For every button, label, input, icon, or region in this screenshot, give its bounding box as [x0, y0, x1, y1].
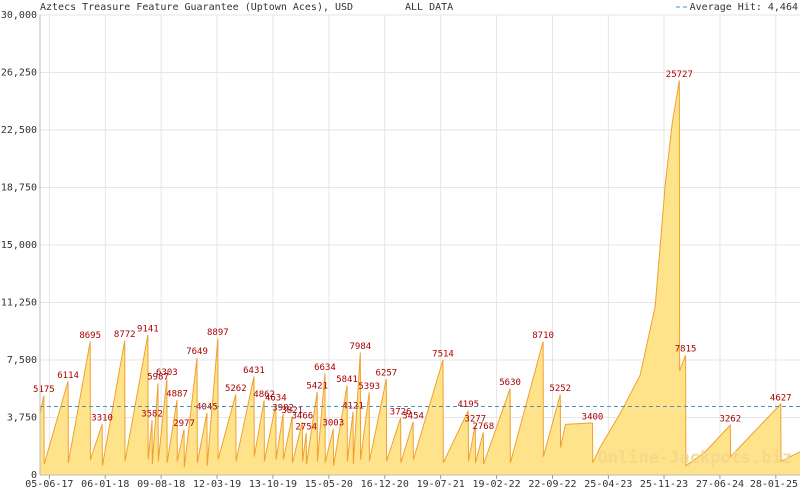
y-tick-label: 15,000	[1, 240, 37, 251]
value-label: 6431	[243, 366, 265, 376]
y-tick-label: 11,250	[1, 298, 37, 309]
value-label: 5421	[306, 381, 328, 391]
x-tick-label: 15-05-20	[305, 479, 353, 490]
x-tick-label: 16-12-20	[361, 479, 409, 490]
x-tick-label: 19-07-21	[417, 479, 465, 490]
x-tick-label: 25-04-23	[584, 479, 632, 490]
area-line	[39, 80, 800, 468]
value-label: 4045	[196, 402, 218, 412]
value-label: 4195	[457, 400, 479, 410]
value-label: 5175	[33, 385, 55, 395]
value-label: 3454	[402, 412, 424, 422]
value-label: 6303	[156, 368, 178, 378]
y-tick-label: 3,750	[7, 413, 37, 424]
value-label: 3277	[464, 414, 486, 424]
value-label: 2768	[472, 422, 494, 432]
value-label: 3400	[582, 412, 604, 422]
value-label: 9141	[137, 324, 159, 334]
value-label: 3582	[141, 410, 163, 420]
value-label: 3262	[719, 414, 741, 424]
value-label: 5262	[225, 384, 247, 394]
x-tick-label: 09-08-18	[137, 479, 185, 490]
value-label: 7815	[675, 345, 697, 355]
value-label: 5630	[499, 378, 521, 388]
value-label: 2977	[173, 419, 195, 429]
chart-subtitle: ALL DATA	[405, 2, 453, 13]
x-tick-label: 06-01-18	[81, 479, 129, 490]
legend: Average Hit: 4,464	[690, 2, 798, 13]
chart-title: Aztecs Treasure Feature Guarantee (Uptow…	[40, 2, 353, 13]
grid	[40, 14, 800, 476]
value-label: 7984	[349, 342, 371, 352]
value-label: 7514	[432, 349, 454, 359]
x-tick-label: 05-06-17	[25, 479, 73, 490]
value-label: 4862	[253, 390, 275, 400]
value-label: 4634	[265, 393, 287, 403]
y-tick-label: 0	[31, 470, 37, 481]
value-label: 5393	[358, 382, 380, 392]
x-tick-label: 22-09-22	[528, 479, 576, 490]
value-label: 2754	[295, 422, 317, 432]
legend-name: Average Hit:	[690, 2, 762, 13]
value-label: 6114	[57, 371, 79, 381]
value-label: 6634	[314, 363, 336, 373]
x-tick-label: 12-03-19	[193, 479, 241, 490]
value-label: 4627	[770, 394, 792, 404]
legend-value: 4,464	[768, 2, 798, 13]
value-label: 3821	[281, 406, 303, 416]
x-tick-label: 27-06-24	[696, 479, 744, 490]
value-label: 4887	[166, 390, 188, 400]
value-label: 5987	[147, 373, 169, 383]
value-label: 8897	[207, 328, 229, 338]
y-tick-label: 22,500	[1, 125, 37, 136]
y-tick-label: 30,000	[1, 10, 37, 21]
area	[40, 80, 800, 476]
y-tick-label: 18,750	[1, 183, 37, 194]
value-label: 3310	[91, 414, 113, 424]
value-label: 3726	[390, 407, 412, 417]
value-label: 7649	[186, 347, 208, 357]
value-label: 25727	[666, 70, 693, 80]
value-label: 4121	[342, 401, 364, 411]
value-label: 8772	[114, 330, 136, 340]
value-label: 8710	[532, 331, 554, 341]
watermark: Online-Jackpots.biz	[598, 448, 792, 468]
x-tick-label: 13-10-19	[249, 479, 297, 490]
value-label: 3982	[272, 403, 294, 413]
x-tick-label: 25-11-23	[640, 479, 688, 490]
x-tick-label: 28-01-25	[750, 479, 798, 490]
value-label: 5841	[336, 375, 358, 385]
y-tick-label: 7,500	[7, 355, 37, 366]
value-label: 6257	[375, 369, 397, 379]
value-label: 8695	[79, 331, 101, 341]
value-label: 3466	[292, 411, 314, 421]
value-label: 5252	[549, 384, 571, 394]
value-label: 3003	[322, 418, 344, 428]
x-tick-label: 19-02-22	[472, 479, 520, 490]
y-tick-label: 26,250	[1, 68, 37, 79]
